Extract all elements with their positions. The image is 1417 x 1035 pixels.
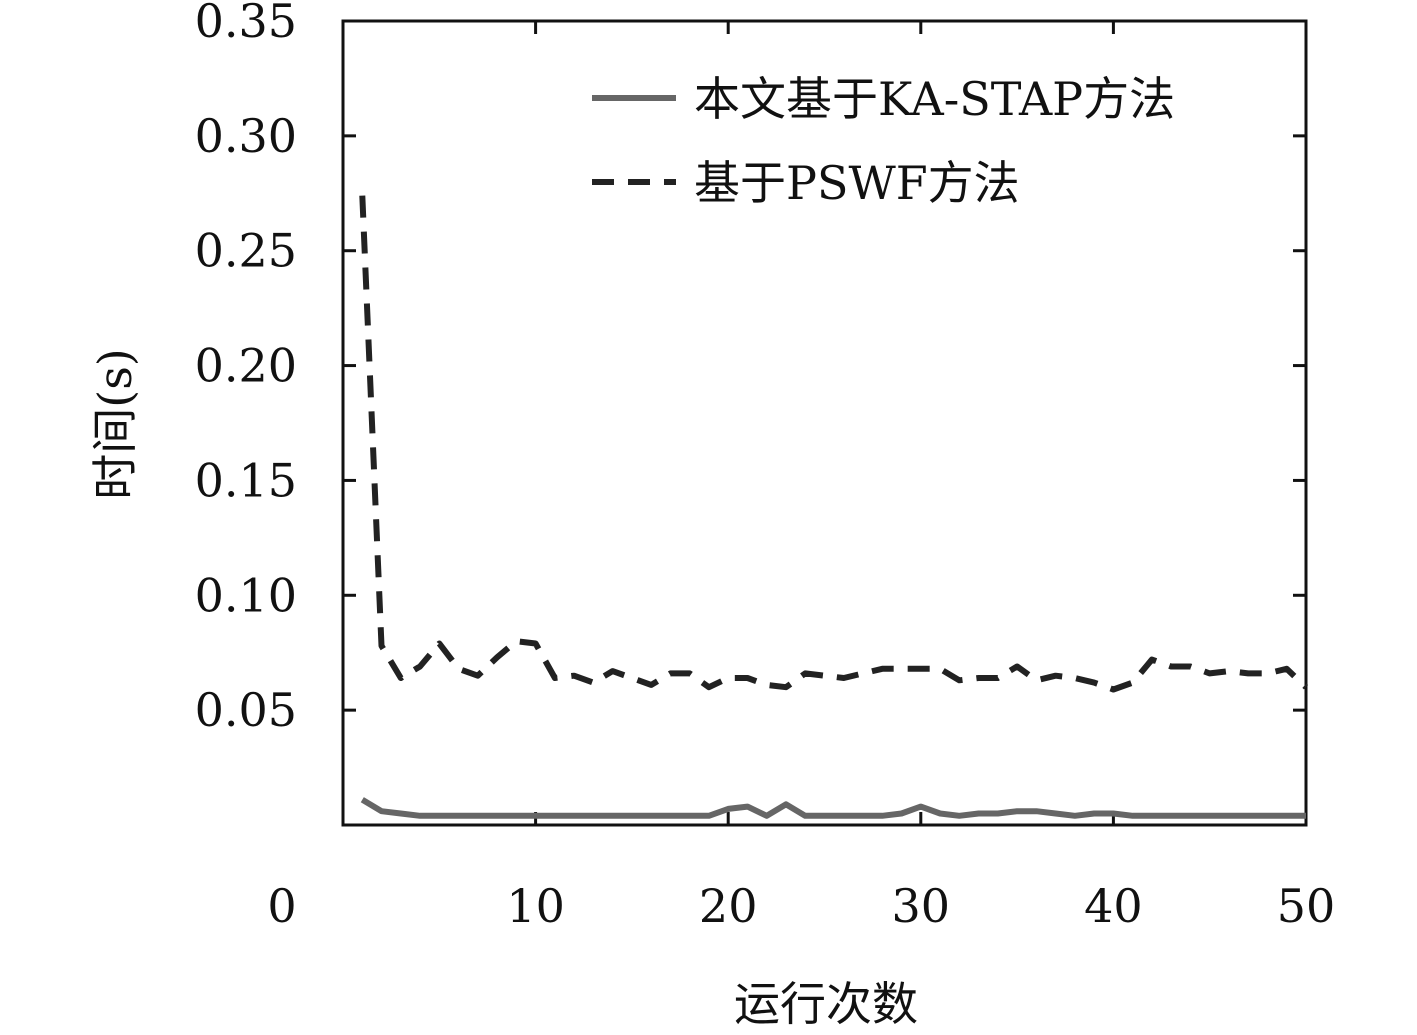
chart-marks: 0.05 0.10 0.15 0.20 0.25 0.30 0.35 0 10 20 30 40 50 运… [88,0,1335,1031]
plot-frame [341,19,1308,827]
x-axis-label: 运行次数 [734,977,918,1031]
x-tick-label: 50 [1277,879,1336,933]
y-tick-label: 0.25 [195,224,297,278]
x-tick-label: 40 [1084,879,1143,933]
y-tick-label: 0.05 [195,683,297,737]
y-tick-label: 0.30 [195,109,297,163]
legend-label-1: 本文基于KA-STAP方法 [694,72,1175,126]
y-tick-label: 0.10 [195,568,297,622]
legend-label-2: 基于PSWF方法 [694,156,1020,210]
y-tick-label: 0.15 [195,453,297,507]
y-tick-label: 0.35 [195,0,297,48]
series-line-2 [359,195,1309,693]
y-tick-label: 0.20 [195,339,297,393]
y-axis-label: 时间(s) [88,348,142,500]
x-tick-label: 20 [699,879,758,933]
series-line-1 [360,797,1306,819]
x-tick-label: 10 [506,879,565,933]
x-tick-label: 0 [267,879,296,933]
x-tick-label: 30 [892,879,951,933]
